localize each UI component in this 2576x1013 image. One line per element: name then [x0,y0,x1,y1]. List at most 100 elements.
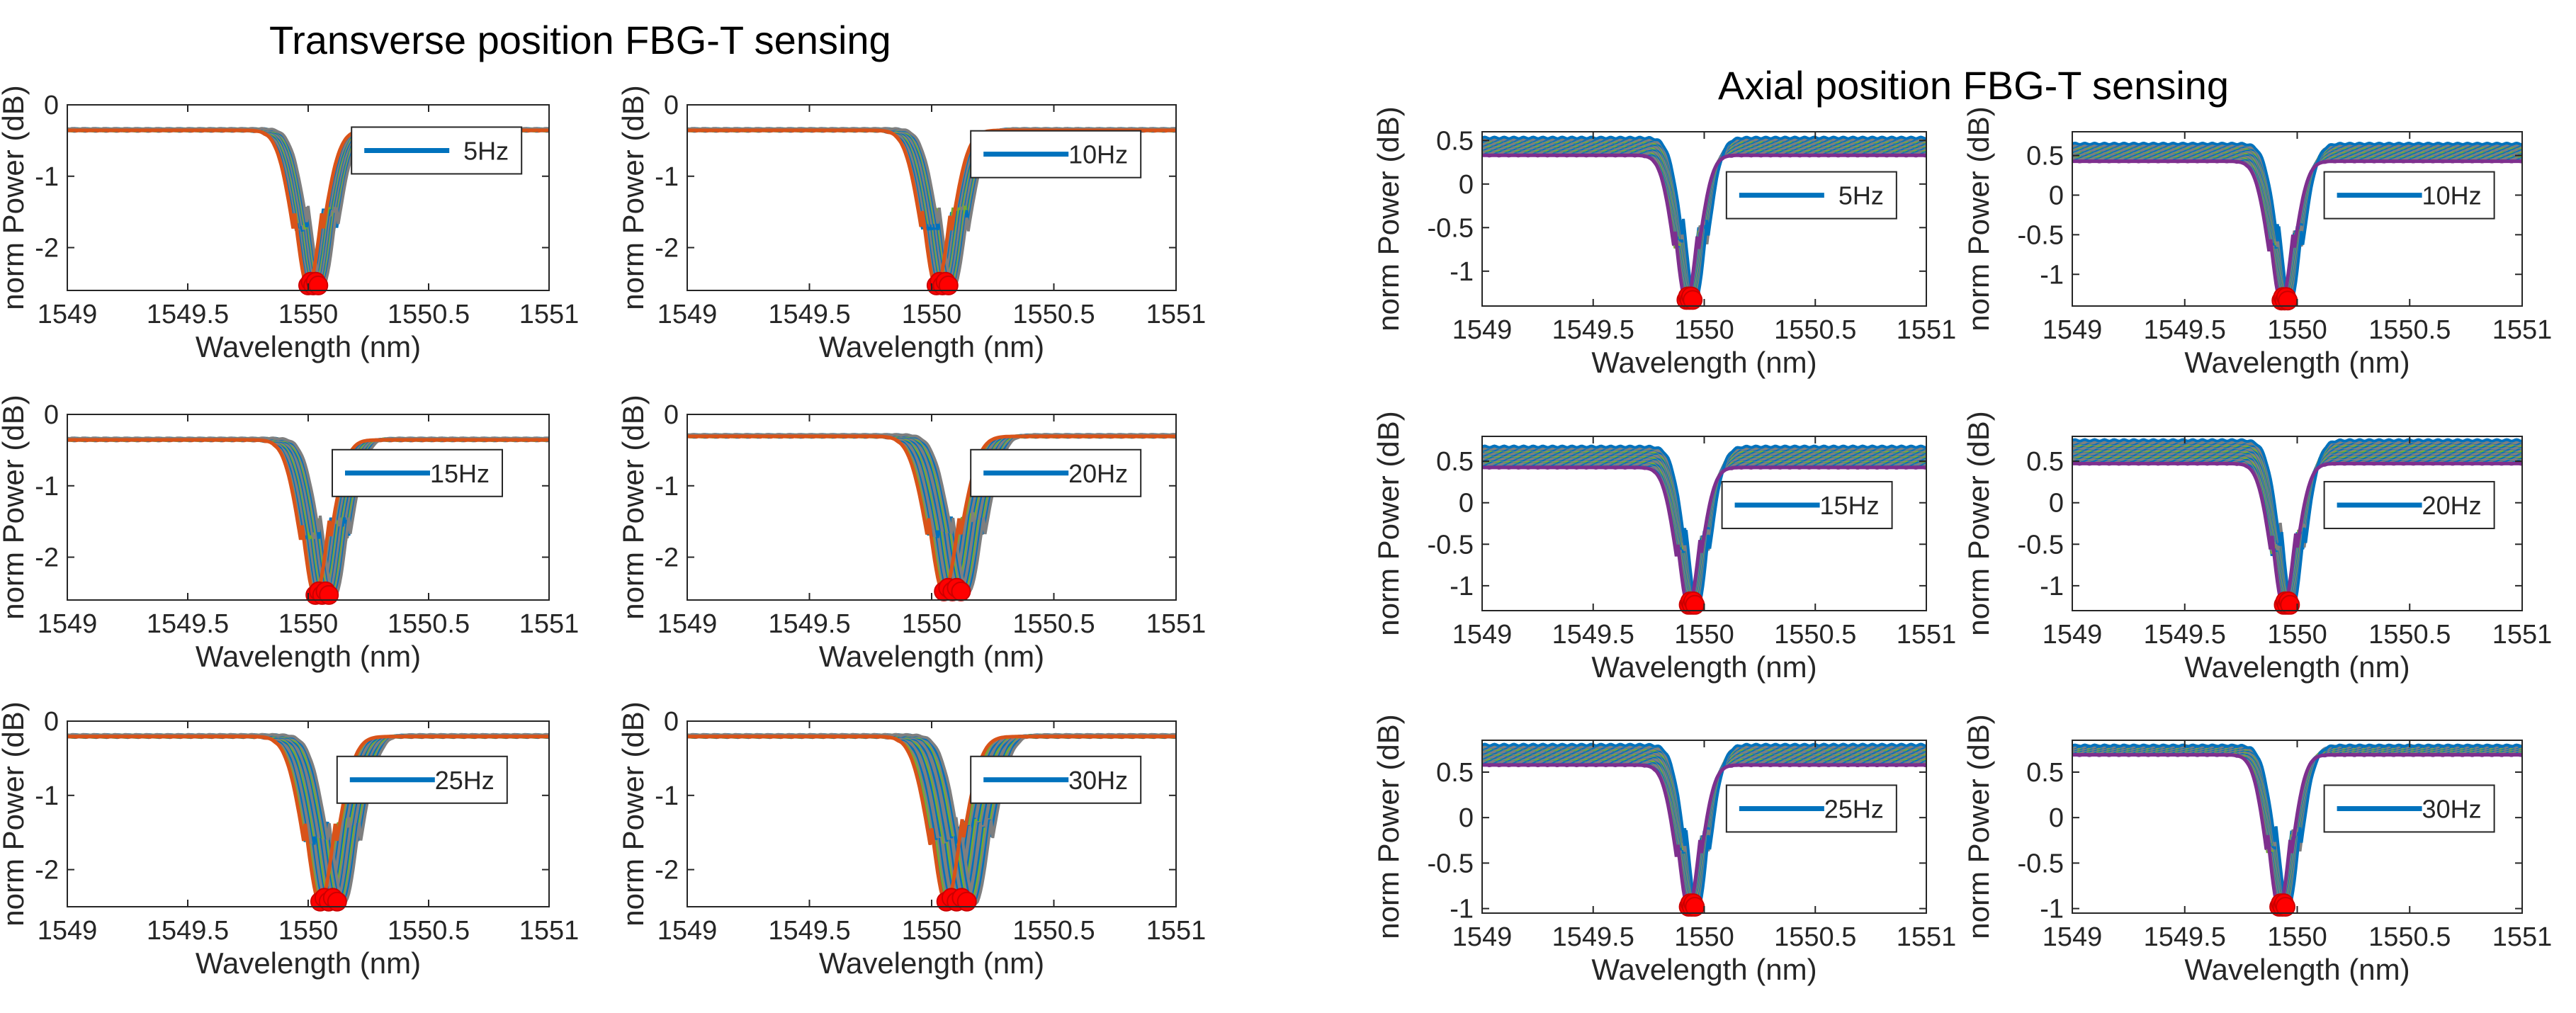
y-axis-label: norm Power (dB) [1962,714,1995,939]
legend-label: 5Hz [463,136,509,165]
y-axis-label: norm Power (dB) [1962,106,1995,331]
title-axial: Axial position FBG-T sensing [1718,63,2230,108]
trace-bundle [67,732,549,905]
chart-transverse-20Hz: 1549 1549.5 1550 1550.5 1551 0 -1 -2 Wavelength … [616,395,1206,673]
x-tick-label: 1549 [657,609,718,639]
peak-marker [319,584,339,605]
x-tick-label: 1549.5 [1552,922,1634,952]
x-tick-label: 1549.5 [768,916,850,946]
x-tick-label: 1550.5 [2368,315,2451,345]
legend-label: 10Hz [2422,181,2482,210]
y-tick-label: -1 [2040,895,2064,924]
y-tick-label: -2 [655,856,679,885]
x-axis-label: Wavelength (nm) [2184,650,2410,684]
chart-transverse-30Hz: 1549 1549.5 1550 1550.5 1551 0 -1 -2 Wavelength … [616,701,1206,980]
y-tick-label: 0 [664,707,679,737]
spectrum-trace [2072,438,2522,609]
y-axis-label: norm Power (dB) [0,701,30,926]
legend-label: 15Hz [1820,491,1880,520]
trace-bundle [1482,135,1926,305]
peak-marker [938,275,959,295]
y-tick-label: 0.5 [2026,142,2064,171]
x-tick-label: 1549 [1452,620,1513,650]
legend-label: 20Hz [2422,491,2482,520]
legend: 20Hz [970,448,1142,497]
x-tick-label: 1551 [2492,620,2553,650]
legend: 5Hz [1725,171,1897,220]
chart-transverse-15Hz: 1549 1549.5 1550 1550.5 1551 0 -1 -2 Wavelength … [0,395,579,673]
trace-bundle [687,732,1176,905]
x-tick-label: 1549 [657,916,718,946]
y-tick-label: -0.5 [2018,849,2064,878]
x-tick-label: 1550 [2267,620,2327,650]
x-axis-label: Wavelength (nm) [819,946,1044,980]
x-tick-label: 1551 [1897,922,1957,952]
x-tick-label: 1549 [2043,620,2103,650]
legend-label: 15Hz [430,459,490,488]
x-axis-label: Wavelength (nm) [1591,650,1817,684]
x-tick-label: 1550.5 [1774,620,1856,650]
legend: 15Hz [1721,480,1893,529]
x-axis-label: Wavelength (nm) [2184,346,2410,379]
title-transverse: Transverse position FBG-T sensing [269,18,891,62]
y-tick-label: 0 [2049,181,2064,210]
x-axis-label: Wavelength (nm) [196,946,421,980]
x-tick-label: 1549.5 [2144,315,2226,345]
legend: 25Hz [336,755,508,804]
y-tick-label: 0 [44,707,59,737]
x-tick-label: 1550.5 [1774,922,1856,952]
y-tick-label: -1 [2040,572,2064,601]
x-tick-label: 1549.5 [147,300,229,329]
y-tick-label: -1 [655,781,679,811]
x-tick-label: 1550 [278,916,339,946]
y-axis-label: norm Power (dB) [616,701,650,926]
chart-axial-15Hz: 1549 1549.5 1550 1550.5 1551 0.5 0 -0.5 -1 Wavele… [1372,411,1956,684]
x-tick-label: 1550.5 [388,916,470,946]
y-tick-label: -1 [1450,572,1474,601]
y-tick-label: 0.5 [1436,447,1474,477]
x-tick-label: 1549 [1452,922,1513,952]
y-tick-label: 0 [664,91,679,120]
x-tick-label: 1549.5 [2144,620,2226,650]
x-tick-label: 1549 [38,916,98,946]
x-tick-label: 1550.5 [2368,922,2451,952]
x-axis-label: Wavelength (nm) [1591,953,1817,986]
x-tick-label: 1550 [1674,620,1734,650]
y-axis-label: norm Power (dB) [0,395,30,619]
trace-bundle [1482,742,1926,912]
x-tick-label: 1549 [2043,315,2103,345]
trace-bundle [2072,141,2522,305]
spectrum-trace-primary [1482,763,1926,911]
y-tick-label: -1 [655,472,679,502]
peak-marker [308,275,329,295]
x-tick-label: 1549.5 [147,609,229,639]
x-tick-label: 1550 [902,609,962,639]
x-axis-label: Wavelength (nm) [196,640,421,673]
legend-label: 10Hz [1068,140,1128,169]
legend: 10Hz [970,130,1142,179]
chart-axial-20Hz: 1549 1549.5 1550 1550.5 1551 0.5 0 -0.5 -1 Wavele… [1962,411,2552,684]
spectrum-trace [1482,742,1926,910]
legend: 30Hz [2323,784,2495,833]
legend-label: 30Hz [2422,794,2482,823]
y-tick-label: -0.5 [1428,530,1474,560]
legend: 10Hz [2323,171,2495,220]
x-axis-label: Wavelength (nm) [2184,953,2410,986]
spectrum-trace [1482,444,1926,608]
y-tick-label: 0 [2049,489,2064,519]
peak-marker [2280,594,2300,615]
y-tick-label: -1 [655,162,679,192]
x-tick-label: 1549 [38,300,98,329]
x-tick-label: 1551 [1897,315,1957,345]
y-tick-label: 0 [1459,170,1474,200]
x-tick-label: 1550 [278,300,339,329]
spectrum-trace-primary [1482,153,1926,305]
spectrum-trace-primary [1482,465,1926,609]
x-tick-label: 1549.5 [2144,922,2226,952]
x-tick-label: 1551 [2492,922,2553,952]
legend-label: 25Hz [1824,794,1884,823]
x-axis-label: Wavelength (nm) [819,640,1044,673]
x-axis-label: Wavelength (nm) [819,330,1044,363]
chart-transverse-10Hz: 1549 1549.5 1550 1550.5 1551 0 -1 -2 Wavelength … [616,85,1206,363]
